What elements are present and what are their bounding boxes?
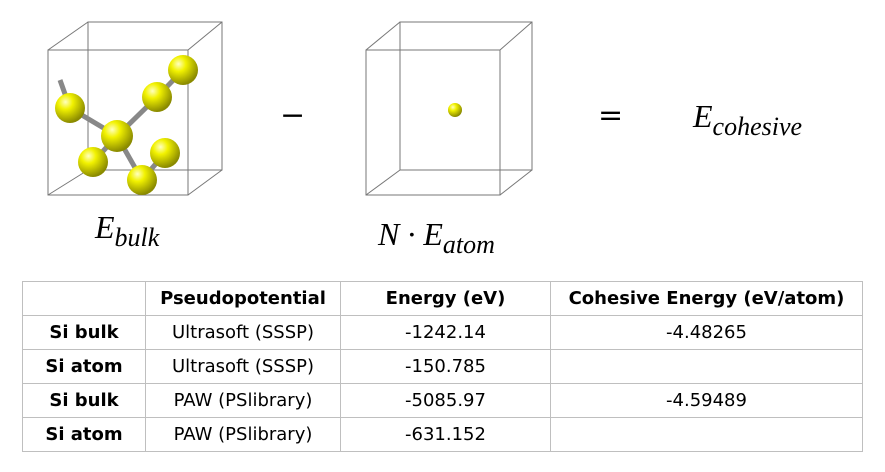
- row-label: Si atom: [22, 349, 146, 384]
- atom-term: N · Eatom: [377, 216, 495, 259]
- cell: -150.785: [340, 349, 551, 384]
- corner-cell: [22, 281, 146, 316]
- data-row: Si bulk PAW (PSlibrary) -5085.97 -4.59489: [22, 383, 863, 418]
- cell: PAW (PSlibrary): [145, 383, 341, 418]
- subscript: atom: [443, 230, 495, 259]
- header-cell: Cohesive Energy (eV/atom): [550, 281, 863, 316]
- bulk-term: Ebulk: [94, 209, 160, 252]
- cell: -4.59489: [550, 383, 863, 418]
- cell: -4.48265: [550, 315, 863, 350]
- subscript: cohesive: [713, 112, 803, 141]
- symbol: E: [94, 209, 115, 245]
- symbol: E: [692, 98, 713, 134]
- data-row: Si atom PAW (PSlibrary) -631.152: [22, 417, 863, 452]
- data-row: Si atom Ultrasoft (SSSP) -150.785: [22, 349, 863, 384]
- formula-diagram: Ebulk − N · Eatom = Ecohesive: [47, 21, 802, 259]
- header-row: Pseudopotential Energy (eV) Cohesive Energ…: [22, 281, 863, 316]
- cell: Ultrasoft (SSSP): [145, 349, 341, 384]
- row-label: Si bulk: [22, 315, 146, 350]
- cell: PAW (PSlibrary): [145, 417, 341, 452]
- cell: -5085.97: [340, 383, 551, 418]
- results-table: Pseudopotential Energy (eV) Cohesive Energ…: [22, 281, 863, 452]
- empty-cell: [550, 417, 863, 452]
- bulk-cell: [47, 21, 223, 196]
- row-label: Si atom: [22, 417, 146, 452]
- si-atoms: [55, 55, 198, 195]
- subscript: bulk: [115, 223, 160, 252]
- cell: -631.152: [340, 417, 551, 452]
- empty-cell: [550, 349, 863, 384]
- symbol: N · E: [377, 216, 443, 252]
- table-body: Pseudopotential Energy (eV) Cohesive Energ…: [22, 281, 863, 452]
- atom-cell: [365, 21, 533, 196]
- data-row: Si bulk Ultrasoft (SSSP) -1242.14 -4.48265: [22, 315, 863, 350]
- single-atom: [448, 103, 462, 117]
- cohesive-term: Ecohesive: [692, 98, 802, 141]
- equals-sign: =: [598, 98, 623, 133]
- row-label: Si bulk: [22, 383, 146, 418]
- cell: Ultrasoft (SSSP): [145, 315, 341, 350]
- cell: -1242.14: [340, 315, 551, 350]
- header-cell: Energy (eV): [340, 281, 551, 316]
- header-cell: Pseudopotential: [145, 281, 341, 316]
- minus-sign: −: [280, 98, 305, 133]
